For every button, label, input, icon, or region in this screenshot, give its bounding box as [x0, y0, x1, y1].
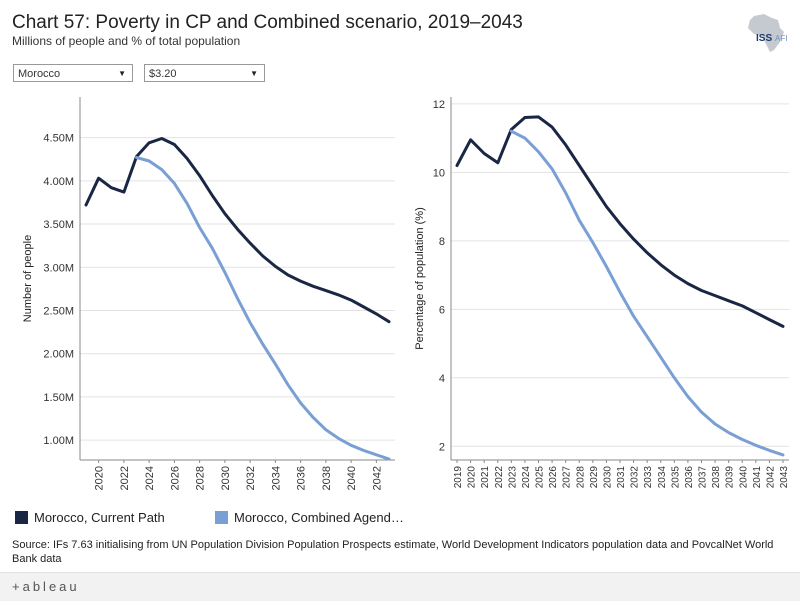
caret-down-icon: ▼: [250, 69, 258, 78]
x-tick-label: 2020: [467, 466, 478, 489]
x-tick-label: 2019: [453, 466, 464, 489]
tableau-logo[interactable]: +ableau: [12, 579, 80, 594]
x-tick-label: 2042: [765, 466, 776, 489]
country-dropdown-value: Morocco: [18, 68, 61, 80]
x-tick-label: 2026: [548, 466, 559, 489]
x-tick-label: 2036: [296, 466, 308, 490]
legend-label: Morocco, Current Path: [34, 510, 165, 525]
legend-item-current-path[interactable]: Morocco, Current Path: [15, 510, 165, 525]
x-tick-label: 2024: [144, 466, 156, 490]
logo-iss-text: ISS: [756, 33, 772, 44]
africa-map-icon: [748, 14, 784, 52]
x-tick-label: 2030: [220, 466, 232, 490]
y-tick-label: 1.50M: [43, 392, 74, 404]
x-tick-label: 2036: [684, 466, 695, 489]
x-tick-label: 2024: [521, 466, 532, 489]
tableau-footer: +ableau: [0, 572, 800, 601]
y-tick-label: 3.50M: [43, 219, 74, 231]
y-tick-label: 6: [439, 304, 445, 316]
x-tick-label: 2041: [752, 466, 763, 489]
x-tick-label: 2042: [371, 466, 383, 490]
x-tick-label: 2021: [480, 466, 491, 489]
x-tick-label: 2032: [630, 466, 641, 489]
x-tick-label: 2040: [346, 466, 358, 490]
y-tick-label: 4.50M: [43, 133, 74, 145]
x-tick-label: 2038: [321, 466, 333, 490]
x-tick-label: 2034: [657, 466, 668, 489]
x-tick-label: 2033: [643, 466, 654, 489]
x-tick-label: 2043: [779, 466, 790, 489]
legend-item-combined[interactable]: Morocco, Combined Agend…: [215, 510, 404, 525]
x-tick-label: 2032: [245, 466, 257, 490]
series-line-combined: [509, 129, 785, 457]
legend-swatch: [215, 511, 228, 524]
legend-label: Morocco, Combined Agend…: [234, 510, 404, 525]
x-tick-label: 2027: [562, 466, 573, 489]
y-tick-label: 3.00M: [43, 262, 74, 274]
x-tick-label: 2039: [725, 466, 736, 489]
x-tick-label: 2040: [738, 466, 749, 489]
logo: ISS AFI: [748, 14, 787, 52]
y-tick-label: 1.00M: [43, 435, 74, 447]
y-tick-label: 10: [433, 167, 445, 179]
series-line-combined: [135, 156, 391, 461]
x-tick-label: 2035: [670, 466, 681, 489]
x-tick-label: 2030: [602, 466, 613, 489]
y-tick-label: 4: [439, 373, 445, 385]
x-tick-label: 2022: [494, 466, 505, 489]
logo-afi-text: AFI: [775, 34, 787, 43]
x-tick-label: 2028: [195, 466, 207, 490]
country-dropdown[interactable]: Morocco ▼: [13, 64, 133, 82]
x-tick-label: 2022: [119, 466, 131, 490]
x-tick-label: 2025: [535, 466, 546, 489]
x-tick-label: 2038: [711, 466, 722, 489]
page-subtitle: Millions of people and % of total popula…: [12, 34, 241, 48]
y-tick-label: 4.00M: [43, 176, 74, 188]
threshold-dropdown[interactable]: $3.20 ▼: [144, 64, 265, 82]
threshold-dropdown-value: $3.20: [149, 68, 177, 80]
page-title: Chart 57: Poverty in CP and Combined sce…: [12, 12, 523, 33]
y-tick-label: 2: [439, 441, 445, 453]
x-tick-label: 2029: [589, 466, 600, 489]
x-tick-label: 2020: [94, 466, 106, 490]
series-line-current-path: [455, 115, 785, 328]
x-tick-label: 2037: [698, 466, 709, 489]
y-tick-label: 2.50M: [43, 305, 74, 317]
x-tick-label: 2028: [575, 466, 586, 489]
caret-down-icon: ▼: [118, 69, 126, 78]
y-tick-label: 8: [439, 236, 445, 248]
x-tick-label: 2034: [270, 466, 282, 490]
source-note: Source: IFs 7.63 initialising from UN Po…: [12, 539, 774, 562]
legend-swatch: [15, 511, 28, 524]
y-axis-title: Number of people: [22, 235, 34, 322]
y-tick-label: 12: [433, 99, 445, 111]
x-tick-label: 2023: [507, 466, 518, 489]
x-tick-label: 2031: [616, 466, 627, 489]
y-tick-label: 2.00M: [43, 349, 74, 361]
y-axis-title: Percentage of population (%): [414, 207, 426, 349]
x-tick-label: 2026: [169, 466, 181, 490]
